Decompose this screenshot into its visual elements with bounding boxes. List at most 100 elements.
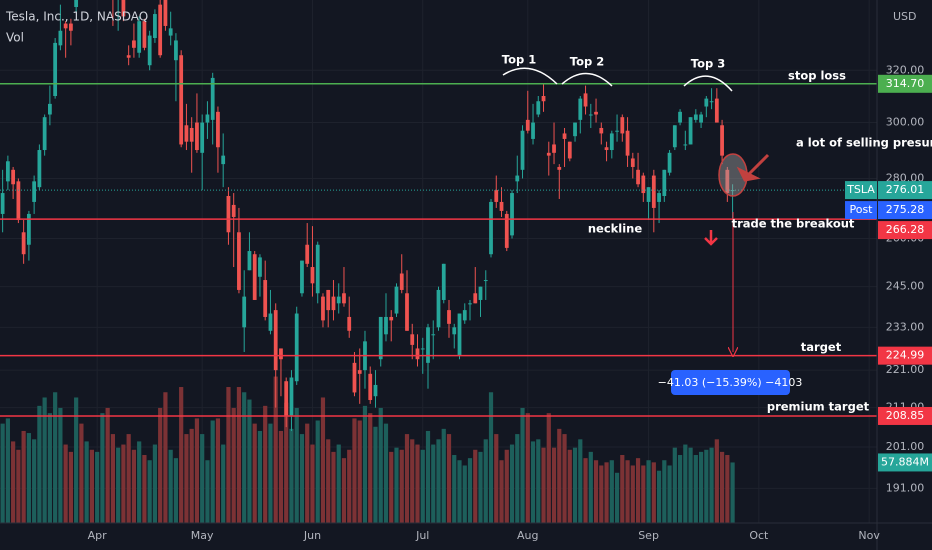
- volume-bar: [37, 405, 42, 523]
- candle-body: [468, 303, 472, 305]
- candle-body: [32, 181, 37, 202]
- volume-bar: [599, 465, 604, 523]
- candle-body: [142, 21, 147, 48]
- candle-body: [42, 117, 47, 151]
- candle-body: [688, 117, 693, 145]
- volume-bar: [53, 392, 58, 523]
- candle-body: [378, 316, 383, 360]
- volume-bar: [305, 423, 310, 523]
- candle-body: [158, 4, 163, 56]
- volume-bar: [320, 397, 326, 523]
- candle-body: [630, 158, 635, 167]
- candle-body: [5, 161, 10, 182]
- volume-bar: [467, 458, 473, 523]
- level-label: stop loss: [788, 68, 846, 82]
- volume-bar: [457, 460, 462, 523]
- volume-bar: [672, 447, 677, 523]
- candle-body: [489, 201, 493, 255]
- candle-body: [137, 21, 142, 53]
- volume-bar: [504, 449, 509, 523]
- volume-bar: [257, 430, 263, 523]
- candle-body: [242, 296, 247, 328]
- candle-body: [326, 289, 331, 311]
- volume-bar: [273, 376, 278, 523]
- volume-bar: [462, 465, 467, 523]
- candle-body: [473, 293, 478, 304]
- candle-body: [210, 77, 215, 120]
- candle-body: [321, 296, 325, 321]
- volume-bar: [236, 387, 242, 523]
- volume-bar: [268, 423, 273, 523]
- x-tick-label: Aug: [517, 529, 538, 542]
- y-tick-label: 245.00: [886, 280, 925, 293]
- volume-bar: [488, 392, 494, 523]
- axis-tag-label: 314.70: [886, 77, 925, 90]
- volume-bar: [478, 451, 483, 523]
- volume-bar: [473, 449, 478, 523]
- volume-bar: [74, 397, 79, 523]
- candle-body: [279, 348, 283, 360]
- x-tick-label: Jun: [303, 529, 321, 542]
- candle-body: [594, 111, 598, 115]
- candle-body: [525, 119, 530, 131]
- candle-body: [342, 293, 346, 304]
- volume-title: Vol: [6, 31, 24, 45]
- volume-bar: [530, 441, 536, 523]
- candle-body: [494, 190, 499, 202]
- volume-bar: [572, 447, 578, 523]
- volume-bar: [121, 444, 126, 523]
- volume-bar: [226, 387, 231, 523]
- volume-bar: [179, 387, 184, 523]
- volume-bar: [32, 439, 37, 523]
- volume-bar: [620, 455, 625, 523]
- candle-body: [310, 267, 315, 284]
- candle-body: [672, 125, 677, 148]
- volume-bar: [21, 430, 26, 523]
- volume-bar: [698, 451, 704, 523]
- volume-bar: [289, 428, 294, 523]
- volume-bar: [0, 423, 5, 523]
- candle-body: [368, 373, 373, 401]
- name-tag-label: TSLA: [846, 183, 875, 196]
- candle-body: [0, 193, 5, 214]
- volume-bar: [714, 439, 719, 523]
- candle-body: [699, 114, 703, 123]
- volume-bar: [604, 462, 609, 523]
- candle-body: [515, 175, 520, 182]
- y-tick-label: 221.00: [886, 363, 925, 376]
- candle-body: [615, 130, 619, 132]
- volume-bar: [242, 392, 247, 523]
- candle-body: [436, 289, 441, 328]
- candle-body: [63, 23, 68, 29]
- candle-body: [37, 150, 42, 188]
- candle-body: [541, 95, 546, 102]
- volume-bar: [704, 449, 709, 523]
- volume-bar: [425, 430, 431, 523]
- candle-body: [441, 263, 446, 300]
- volume-bar: [152, 444, 158, 523]
- candle-body: [599, 127, 604, 134]
- symbol-title: Tesla, Inc., 1D, NASDAQ: [5, 10, 148, 24]
- x-tick-label: Apr: [88, 529, 108, 542]
- candle-body: [331, 296, 336, 311]
- candle-body: [504, 213, 509, 248]
- candle-body: [725, 169, 730, 194]
- candle-body: [478, 286, 483, 300]
- volume-bar: [725, 455, 730, 523]
- volume-bar: [410, 439, 415, 523]
- candle-body: [420, 348, 425, 350]
- volume-bar: [667, 465, 672, 523]
- candle-body: [520, 130, 525, 170]
- candle-body: [221, 155, 226, 165]
- volume-bar: [693, 455, 698, 523]
- axis-tag-label: 224.99: [886, 349, 925, 362]
- candle-body: [58, 30, 63, 46]
- candle-body: [163, 0, 168, 26]
- name-tag: [845, 201, 877, 220]
- candle-body: [200, 122, 205, 153]
- y-tick-label: 320.00: [886, 63, 925, 76]
- candle-body: [531, 122, 535, 139]
- volume-bar: [389, 451, 394, 523]
- volume-bar: [16, 449, 21, 523]
- volume-bar: [646, 460, 651, 523]
